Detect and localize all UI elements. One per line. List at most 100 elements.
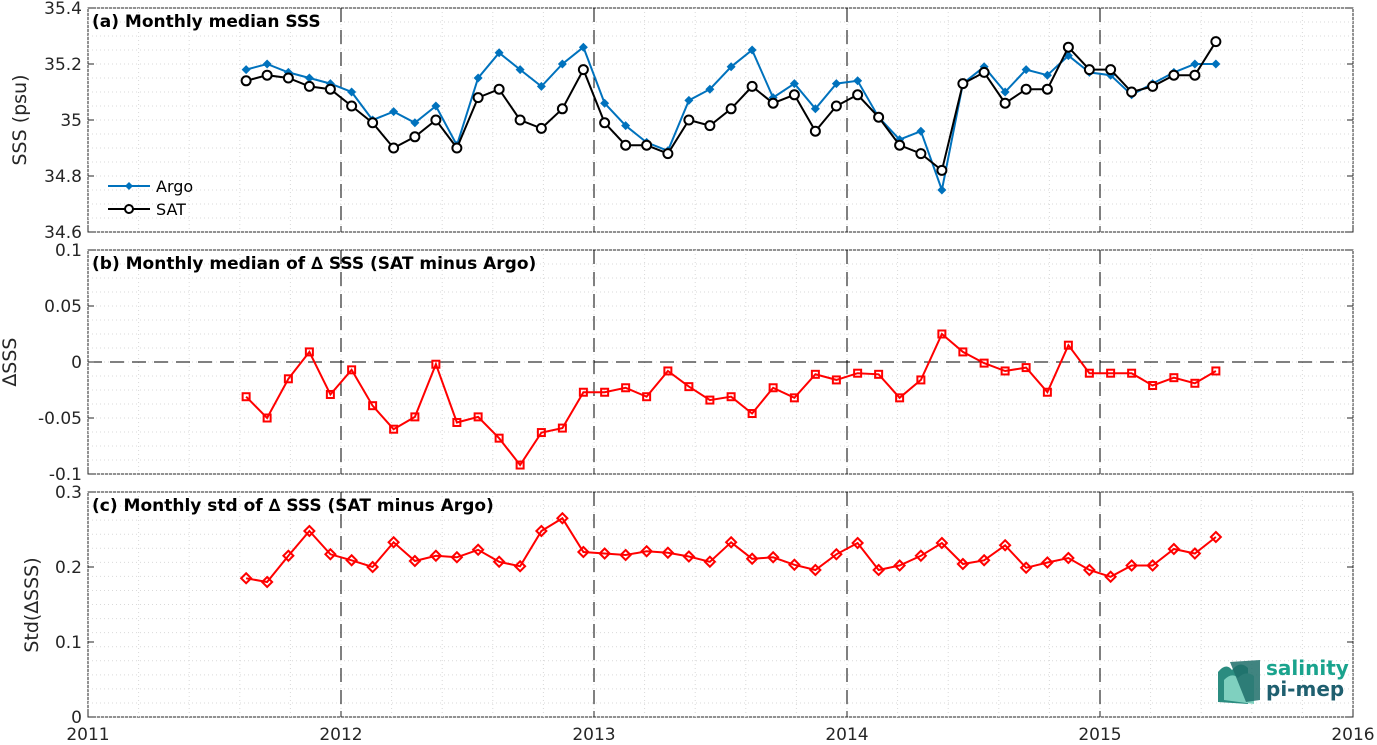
data-point bbox=[1148, 381, 1158, 391]
data-point bbox=[999, 97, 1011, 109]
data-point bbox=[599, 117, 611, 129]
data-point bbox=[916, 126, 926, 136]
panel-a-ylabel: SSS (psu) bbox=[9, 74, 31, 165]
data-point bbox=[1190, 59, 1200, 69]
y-tick-label: 35 bbox=[60, 111, 82, 131]
data-point bbox=[494, 433, 504, 443]
data-point bbox=[347, 87, 357, 97]
legend-sat-marker bbox=[124, 204, 134, 214]
panel-a: 34.6 34.8 35 35.2 35.4 (a) Monthly median SS… bbox=[9, 0, 1354, 243]
data-point bbox=[346, 100, 358, 112]
data-point bbox=[1169, 373, 1179, 383]
x-tick-label: 2011 bbox=[66, 725, 109, 745]
data-point bbox=[705, 395, 715, 405]
x-tick-label: 2012 bbox=[319, 725, 362, 745]
data-point bbox=[1209, 530, 1223, 544]
data-point bbox=[684, 382, 694, 392]
data-point bbox=[387, 535, 401, 549]
data-point bbox=[410, 118, 420, 128]
data-point bbox=[619, 548, 633, 562]
data-point bbox=[808, 563, 822, 577]
data-point bbox=[620, 139, 632, 151]
data-point bbox=[705, 84, 715, 94]
data-point bbox=[916, 375, 926, 385]
data-point bbox=[345, 553, 359, 567]
data-point bbox=[578, 42, 588, 52]
data-point bbox=[788, 89, 800, 101]
data-point bbox=[262, 59, 272, 69]
y-tick-label: 0.2 bbox=[55, 558, 82, 578]
data-point bbox=[766, 550, 780, 564]
data-point bbox=[621, 383, 631, 393]
data-point bbox=[872, 563, 886, 577]
data-point bbox=[1127, 368, 1137, 378]
data-point bbox=[747, 45, 757, 55]
data-point bbox=[452, 417, 462, 427]
data-point bbox=[557, 59, 567, 69]
data-point bbox=[915, 148, 927, 160]
data-point bbox=[746, 80, 758, 92]
data-point bbox=[323, 547, 337, 561]
logo-text-salinity: salinity bbox=[1266, 656, 1349, 680]
data-point bbox=[936, 164, 948, 176]
data-point bbox=[1000, 87, 1010, 97]
data-point bbox=[1061, 551, 1075, 565]
data-point bbox=[1146, 559, 1160, 572]
data-point bbox=[851, 536, 865, 550]
data-point bbox=[663, 366, 673, 376]
panel-a-grid bbox=[87, 7, 1354, 233]
data-point bbox=[473, 412, 483, 422]
data-point bbox=[853, 368, 863, 378]
data-point bbox=[724, 535, 738, 549]
panel-b-data bbox=[241, 329, 1221, 470]
data-point bbox=[1020, 83, 1032, 95]
data-point bbox=[431, 101, 441, 111]
data-point bbox=[578, 387, 588, 397]
data-point bbox=[874, 369, 884, 379]
data-point bbox=[283, 374, 293, 384]
x-tick-label: 2014 bbox=[825, 725, 868, 745]
panel-a-legend: Argo SAT bbox=[108, 177, 193, 219]
data-point bbox=[431, 359, 441, 369]
data-point bbox=[1042, 387, 1052, 397]
panel-b-y-ticks: -0.1 -0.05 0 0.05 0.1 bbox=[38, 241, 1354, 485]
data-point bbox=[1125, 559, 1139, 572]
data-point bbox=[389, 424, 399, 434]
data-point bbox=[978, 66, 990, 78]
logo-waves-icon bbox=[1218, 660, 1260, 704]
data-point bbox=[347, 365, 357, 375]
data-point bbox=[368, 401, 378, 411]
data-point bbox=[810, 104, 820, 114]
panel-a-y-ticks: 34.6 34.8 35 35.2 35.4 bbox=[44, 0, 1354, 243]
data-point bbox=[958, 347, 968, 357]
data-point bbox=[1021, 363, 1031, 373]
data-point bbox=[241, 392, 251, 402]
data-point bbox=[494, 48, 504, 58]
y-tick-label: 34.8 bbox=[44, 167, 82, 187]
x-tick-label: 2013 bbox=[572, 725, 615, 745]
data-point bbox=[1106, 368, 1116, 378]
data-point bbox=[389, 107, 399, 117]
data-point bbox=[304, 73, 314, 83]
legend-argo-marker bbox=[125, 182, 133, 190]
data-point bbox=[977, 553, 991, 567]
data-point bbox=[240, 75, 252, 87]
data-point bbox=[957, 78, 969, 90]
data-point bbox=[914, 549, 928, 563]
data-point bbox=[493, 83, 505, 95]
data-point bbox=[893, 559, 907, 572]
data-point bbox=[787, 558, 801, 572]
data-point bbox=[726, 392, 736, 402]
data-point bbox=[831, 375, 841, 385]
data-point bbox=[684, 95, 694, 105]
panel-c-grid bbox=[87, 491, 1354, 718]
series-line bbox=[245, 516, 1217, 584]
data-point bbox=[302, 524, 316, 538]
data-point bbox=[513, 559, 527, 573]
data-point bbox=[576, 545, 590, 559]
data-point bbox=[831, 79, 841, 89]
data-point bbox=[726, 62, 736, 72]
data-point bbox=[1062, 41, 1074, 53]
y-tick-label: 35.4 bbox=[44, 0, 82, 19]
data-point bbox=[239, 571, 253, 585]
